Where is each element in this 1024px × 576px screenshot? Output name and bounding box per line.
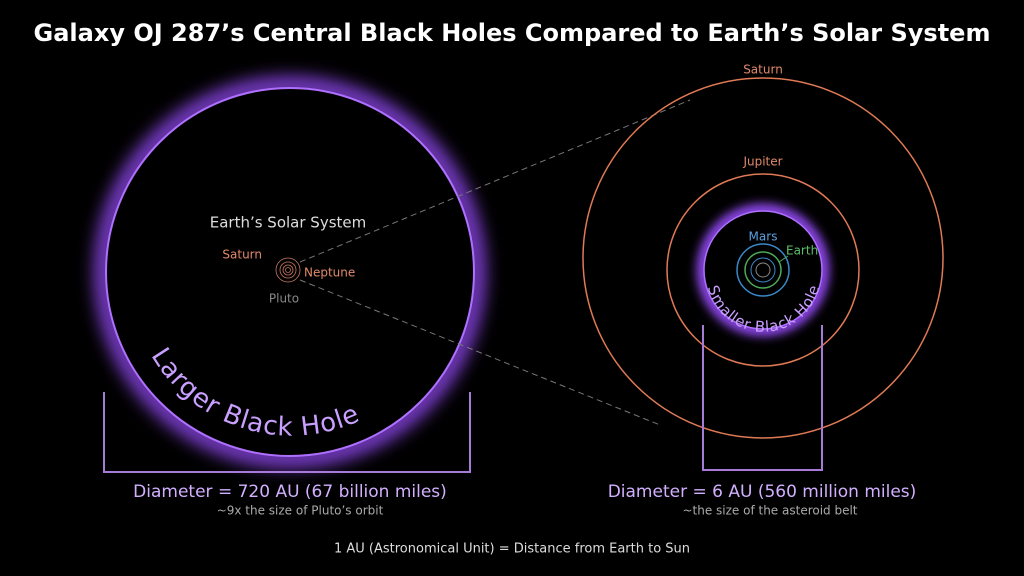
label: Saturn <box>743 63 783 77</box>
note: ~the size of the asteroid belt <box>682 504 857 518</box>
label: Neptune <box>304 266 355 280</box>
venus-orbit <box>750 257 776 283</box>
small-black-hole <box>703 210 823 330</box>
label: Saturn <box>222 248 262 262</box>
footnote: 1 AU (Astronomical Unit) = Distance from… <box>334 542 690 557</box>
saturn-orbit <box>582 77 944 439</box>
diameter: Diameter = 720 AU (67 billion miles) <box>133 482 447 502</box>
label: Pluto <box>269 292 299 306</box>
mars-orbit <box>736 243 790 297</box>
zoom-line <box>299 279 661 426</box>
zoom-line <box>299 99 691 263</box>
small-black-hole-glow <box>697 204 829 336</box>
diameter: Diameter = 6 AU (560 million miles) <box>608 482 917 502</box>
large-black-hole-glow <box>96 78 484 466</box>
jupiter-orbit <box>666 173 860 367</box>
pointer <box>778 255 789 263</box>
label: Jupiter <box>742 155 782 169</box>
bracket <box>103 392 471 473</box>
label: Earth <box>786 244 818 258</box>
label: Mars <box>749 230 778 244</box>
label: Earth’s Solar System <box>210 214 367 232</box>
note: ~9x the size of Pluto’s orbit <box>217 504 384 518</box>
title: Galaxy OJ 287’s Central Black Holes Comp… <box>34 19 991 47</box>
bracket <box>702 325 823 471</box>
earth-orbit <box>744 251 782 289</box>
mini-solar-system <box>275 257 301 283</box>
mercury-orbit <box>755 262 771 278</box>
